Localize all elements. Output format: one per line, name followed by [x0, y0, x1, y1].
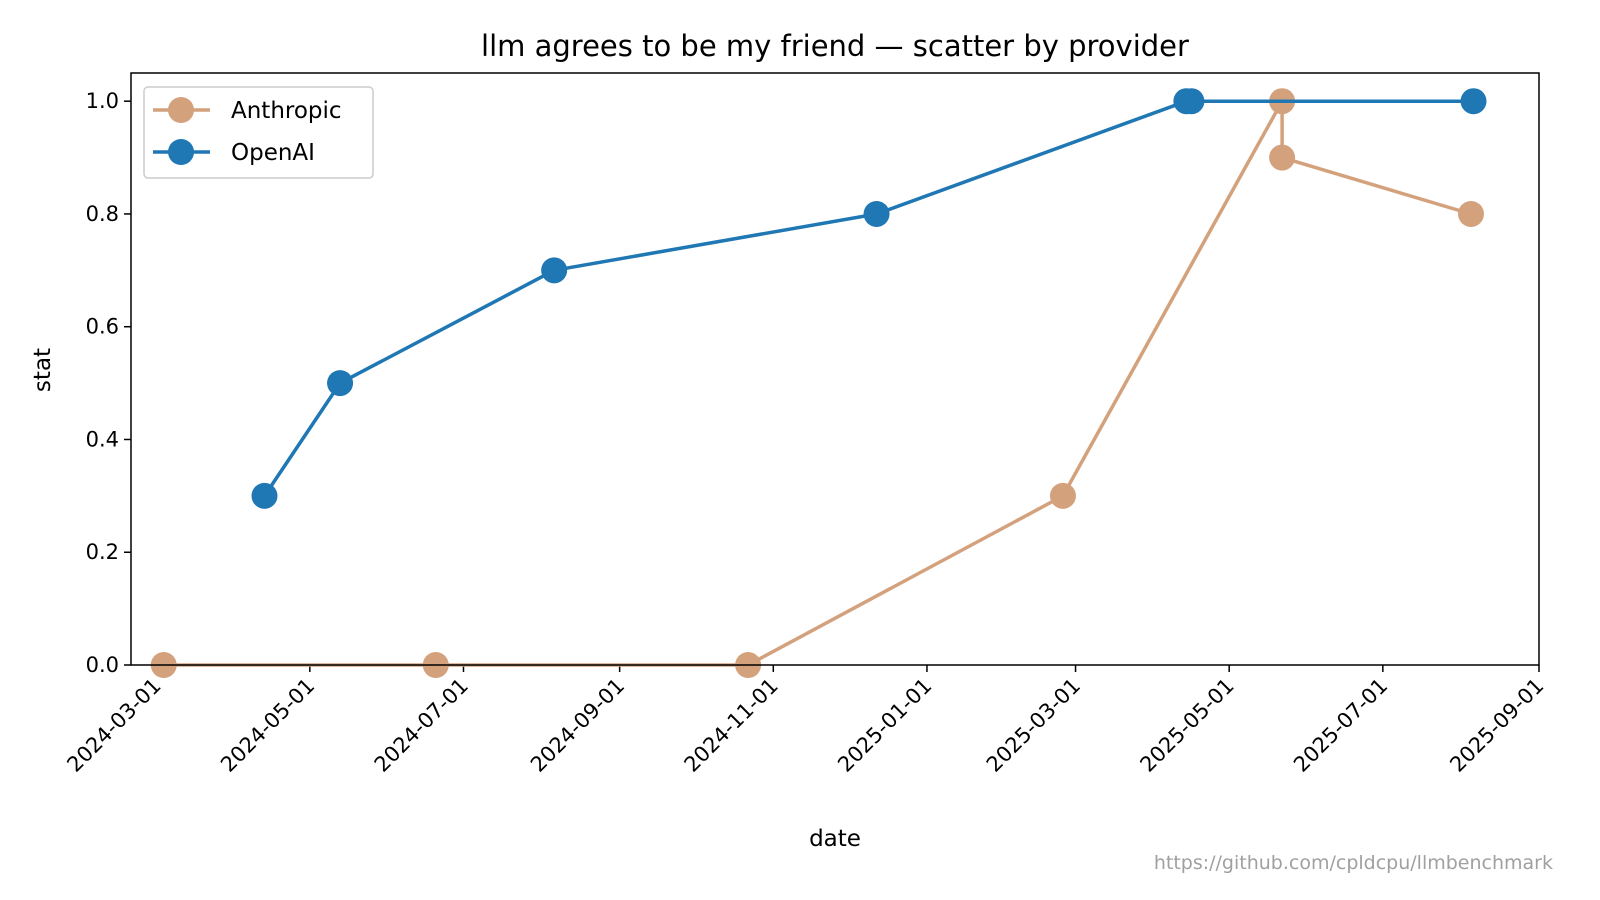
y-tick-label: 1.0 [86, 89, 119, 113]
data-point-anthropic [1049, 482, 1076, 509]
data-point-anthropic [1269, 144, 1296, 171]
x-tick-label: 2024-09-01 [526, 674, 629, 777]
chart-title: llm agrees to be my friend — scatter by … [481, 29, 1189, 63]
data-point-openai [1460, 88, 1487, 115]
y-tick-label: 0.6 [86, 315, 119, 339]
data-point-openai [541, 257, 568, 284]
plot-frame [130, 72, 1540, 666]
x-tick-label: 2025-05-01 [1135, 674, 1238, 777]
y-tick-label: 0.2 [86, 540, 119, 564]
legend-marker-openai [168, 139, 194, 165]
data-point-anthropic [1457, 200, 1484, 227]
x-tick-label: 2024-11-01 [680, 674, 783, 777]
x-tick-label: 2025-09-01 [1445, 674, 1548, 777]
y-tick-label: 0.4 [86, 427, 119, 451]
y-axis-label: stat [30, 348, 56, 392]
x-tick-label: 2025-01-01 [833, 674, 936, 777]
legend-label-openai: OpenAI [231, 140, 315, 166]
x-axis-label: date [809, 826, 861, 852]
series-line-anthropic [163, 99, 1472, 667]
data-point-openai [863, 200, 890, 227]
x-tick-label: 2024-03-01 [62, 674, 165, 777]
x-tick-label: 2024-07-01 [370, 674, 473, 777]
data-point-openai [327, 370, 354, 397]
footer-url: https://github.com/cpldcpu/llmbenchmark [1154, 852, 1553, 874]
y-tick-label: 0.0 [86, 653, 119, 677]
legend: Anthropic OpenAI [143, 86, 374, 179]
legend-label-anthropic: Anthropic [231, 98, 342, 124]
x-tick-label: 2025-03-01 [982, 674, 1085, 777]
legend-marker-anthropic [168, 97, 194, 123]
x-tick-label: 2025-07-01 [1289, 674, 1392, 777]
y-tick-label: 0.8 [86, 202, 119, 226]
data-point-openai [1178, 88, 1205, 115]
data-point-openai [251, 482, 278, 509]
x-tick-label: 2024-05-01 [216, 674, 319, 777]
